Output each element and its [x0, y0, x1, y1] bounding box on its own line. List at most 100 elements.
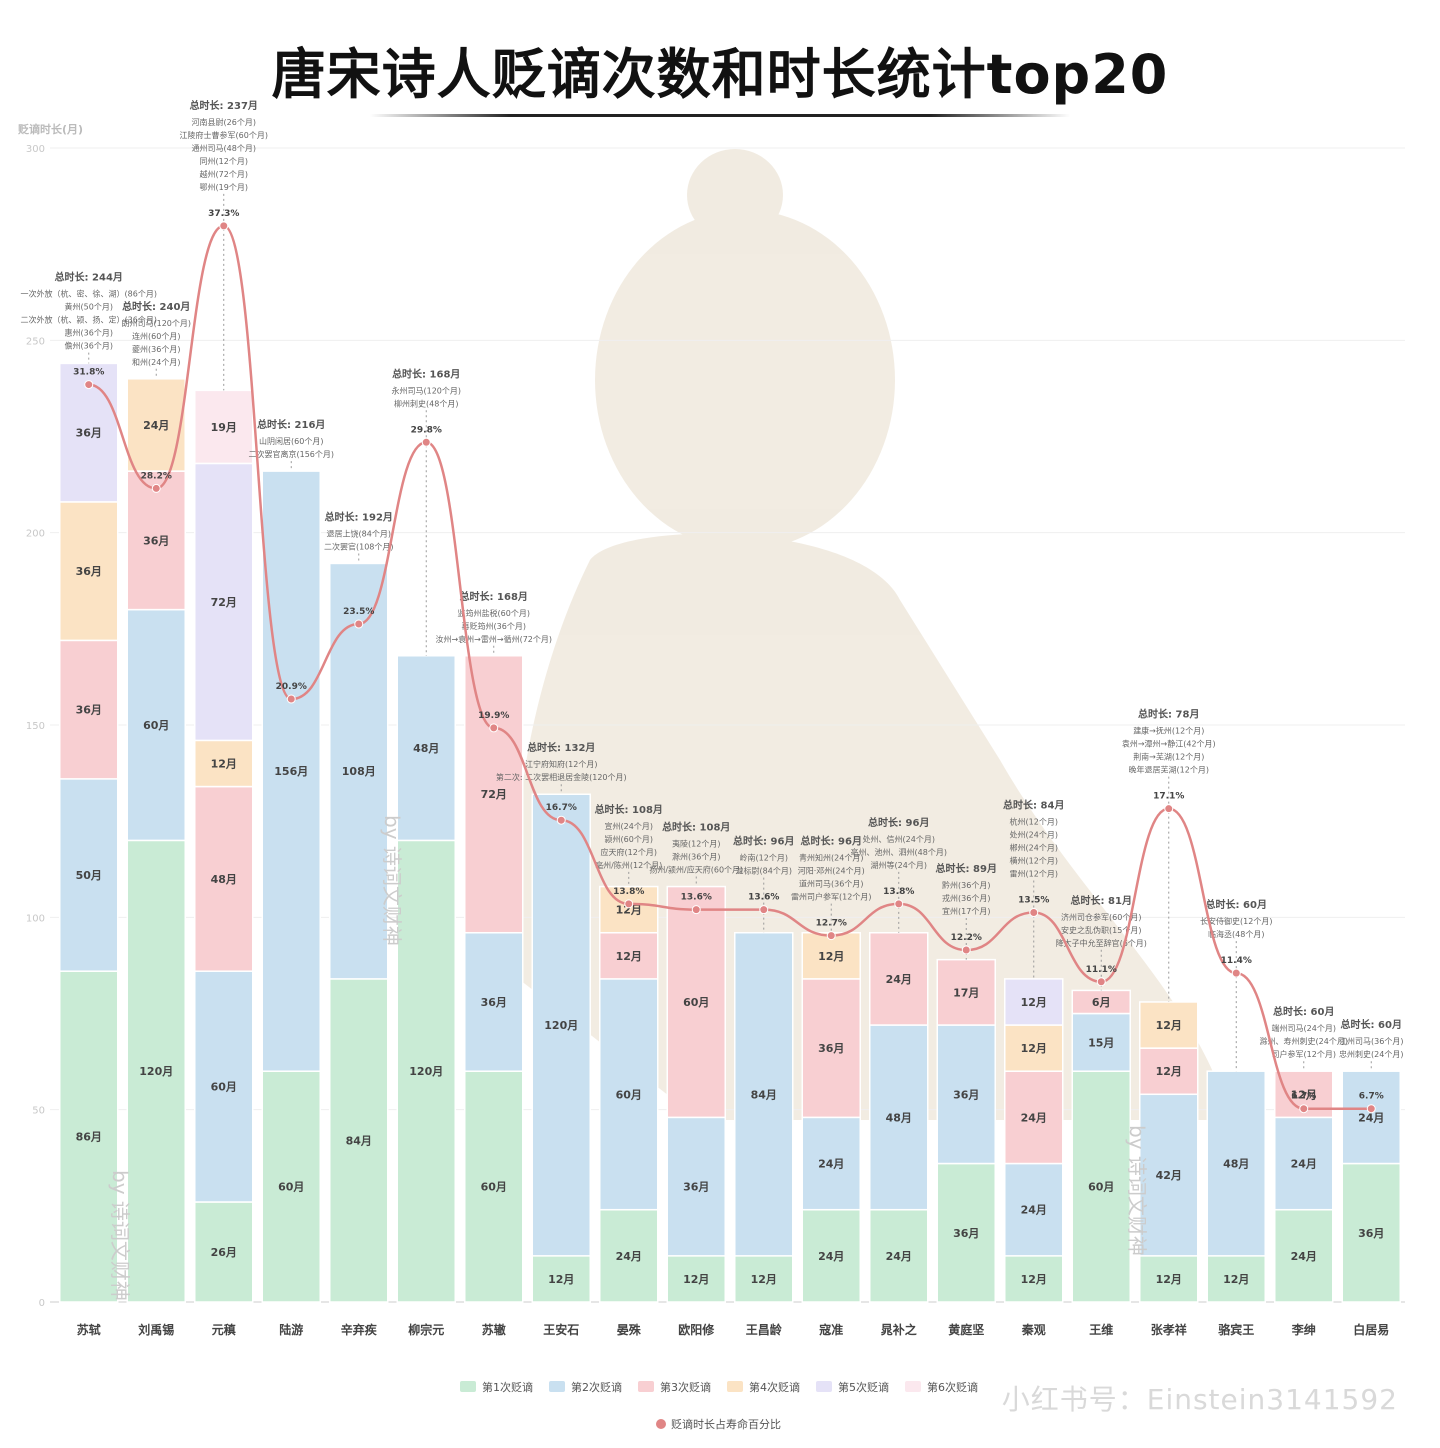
percentage-point: [1164, 804, 1174, 814]
segment-label: 42月: [1156, 1169, 1182, 1182]
annotation-total: 总时长: 132月: [527, 741, 595, 754]
annotation-detail: 山阴闲居(60个月): [259, 436, 323, 446]
bar-segment: [126, 608, 186, 842]
annotation-detail: 二次外放（杭、颍、扬、定）(36个月): [21, 315, 157, 325]
segment-label: 36月: [76, 565, 102, 578]
bar-segment: [261, 1070, 321, 1303]
bar-segment: [936, 958, 996, 1026]
segment-label: 36月: [1358, 1227, 1384, 1240]
bar-segment: [194, 389, 254, 465]
annotation-detail: 颍州(60个月): [605, 835, 653, 844]
segment-label: 60月: [481, 1181, 507, 1194]
segment-label: 120月: [139, 1065, 173, 1078]
segment-label: 108月: [342, 765, 376, 778]
annotation-detail: 处州、信州(24个月): [863, 834, 935, 844]
x-tick-label: 寇准: [818, 1322, 843, 1337]
annotation-detail: 青州知州(24个月): [799, 853, 863, 863]
annotation-detail: 临海丞(48个月): [1208, 929, 1264, 939]
segment-label: 36月: [76, 427, 102, 440]
bar-segment: [1274, 1208, 1334, 1303]
segment-label: 84月: [346, 1134, 372, 1147]
annotation-total: 总时长: 108月: [595, 803, 663, 816]
annotation-total: 总时长: 244月: [55, 271, 123, 284]
percentage-point: [826, 931, 836, 941]
segment-label: 72月: [481, 788, 507, 801]
segment-label: 48月: [1223, 1158, 1249, 1171]
annotation-total: 总时长: 237月: [190, 99, 258, 112]
bar-segment: [396, 839, 456, 1303]
segment-label: 12月: [1156, 1065, 1182, 1078]
segment-label: 36月: [76, 704, 102, 717]
segment-label: 12月: [616, 950, 642, 963]
annotation-detail: 龙标尉(84个月): [736, 866, 792, 876]
segment-label: 72月: [211, 596, 237, 609]
percentage-point: [489, 723, 499, 733]
bar-segment: [801, 978, 861, 1119]
annotation-detail: 河阳·邓州(24个月): [798, 866, 865, 876]
legend-line-marker: [656, 1419, 666, 1429]
bar-segment: [666, 1116, 726, 1257]
annotation-detail: 袁州→潭州→静江(42个月): [1122, 739, 1216, 749]
x-tick-label: 张孝祥: [1151, 1322, 1187, 1337]
annotation-detail: 惠州(36个月): [65, 328, 113, 338]
annotation-detail: 柳州刺史(48个月): [394, 398, 458, 408]
percentage-label: 11.4%: [1221, 956, 1252, 966]
segment-label: 50月: [76, 869, 102, 882]
annotation-detail: 鄂州(19个月): [200, 183, 248, 192]
annotation-detail: 郴州(24个月): [1010, 844, 1058, 853]
legend-swatch: [905, 1381, 921, 1392]
bar-segment: [1139, 1255, 1199, 1303]
bar-segment: [464, 655, 524, 934]
annotation-total: 总时长: 96月: [733, 835, 794, 848]
segment-label: 86月: [76, 1131, 102, 1144]
annotation-detail: 汝州→袁州→雷州→循州(72个月): [435, 634, 552, 644]
y-axis-label: 贬谪时长(月): [18, 122, 83, 136]
percentage-label: 20.9%: [276, 682, 307, 692]
segment-label: 12月: [683, 1273, 709, 1286]
side-watermark: by 诗词文财神: [1125, 1125, 1149, 1256]
bar-segment: [666, 885, 726, 1119]
segment-label: 48月: [413, 742, 439, 755]
annotation-detail: 安史之乱伪职(15个月): [1061, 925, 1141, 935]
annotation-detail: 荆南→芜湖(12个月): [1133, 752, 1204, 762]
legend-label: 第5次贬谪: [838, 1380, 889, 1394]
legend-label: 第2次贬谪: [571, 1380, 622, 1394]
segment-label: 48月: [211, 873, 237, 886]
segment-label: 24月: [1021, 1204, 1047, 1217]
percentage-label: 6.7%: [1291, 1092, 1316, 1102]
bar-segment: [194, 462, 254, 742]
segment-label: 24月: [1291, 1158, 1317, 1171]
x-tick-label: 陆游: [279, 1322, 303, 1337]
annotation-detail: 二次罢官(108个月): [324, 541, 394, 551]
x-tick-label: 秦观: [1021, 1322, 1046, 1337]
segment-label: 12月: [1223, 1273, 1249, 1286]
bar-segment: [329, 562, 389, 980]
bar-segment: [531, 793, 591, 1257]
annotation-detail: 滁州(36个月): [672, 852, 720, 862]
segment-label: 24月: [818, 1250, 844, 1263]
annotation-detail: 雷州(12个月): [1010, 870, 1058, 879]
annotation-detail: 戎州(36个月): [942, 893, 990, 903]
annotation-detail: 晚年退居芜湖(12个月): [1129, 765, 1209, 775]
percentage-point: [1029, 908, 1039, 918]
annotation-total: 总时长: 84月: [1003, 799, 1064, 812]
percentage-point: [691, 905, 701, 915]
annotation-detail: 处州(24个月): [1010, 830, 1058, 840]
annotation-detail: 永州司马(120个月): [391, 385, 461, 395]
annotation-detail: 黄州(50个月): [65, 302, 113, 312]
legend-swatch: [549, 1381, 565, 1392]
annotation-total: 总时长: 96月: [868, 816, 929, 829]
percentage-point: [286, 694, 296, 704]
percentage-label: 29.8%: [411, 425, 442, 435]
bar-segment: [59, 639, 119, 780]
segment-label: 17月: [953, 986, 979, 999]
bar-segment: [869, 1024, 929, 1211]
y-tick-label: 300: [26, 144, 45, 155]
annotation-detail: 宜州(17个月): [942, 906, 990, 916]
chart-title: 唐宋诗人贬谪次数和时长统计top20: [271, 43, 1169, 106]
segment-label: 60月: [143, 719, 169, 732]
annotation-total: 总时长: 108月: [662, 821, 730, 834]
x-tick-labels: 苏轼 刘禹锡 元稹 陆游 辛弃疾 柳宗元 苏辙 王安石 晏殊 欧阳修 王昌龄 寇准 晁补之 黄庭坚 秦观 王维…: [77, 1322, 1390, 1337]
